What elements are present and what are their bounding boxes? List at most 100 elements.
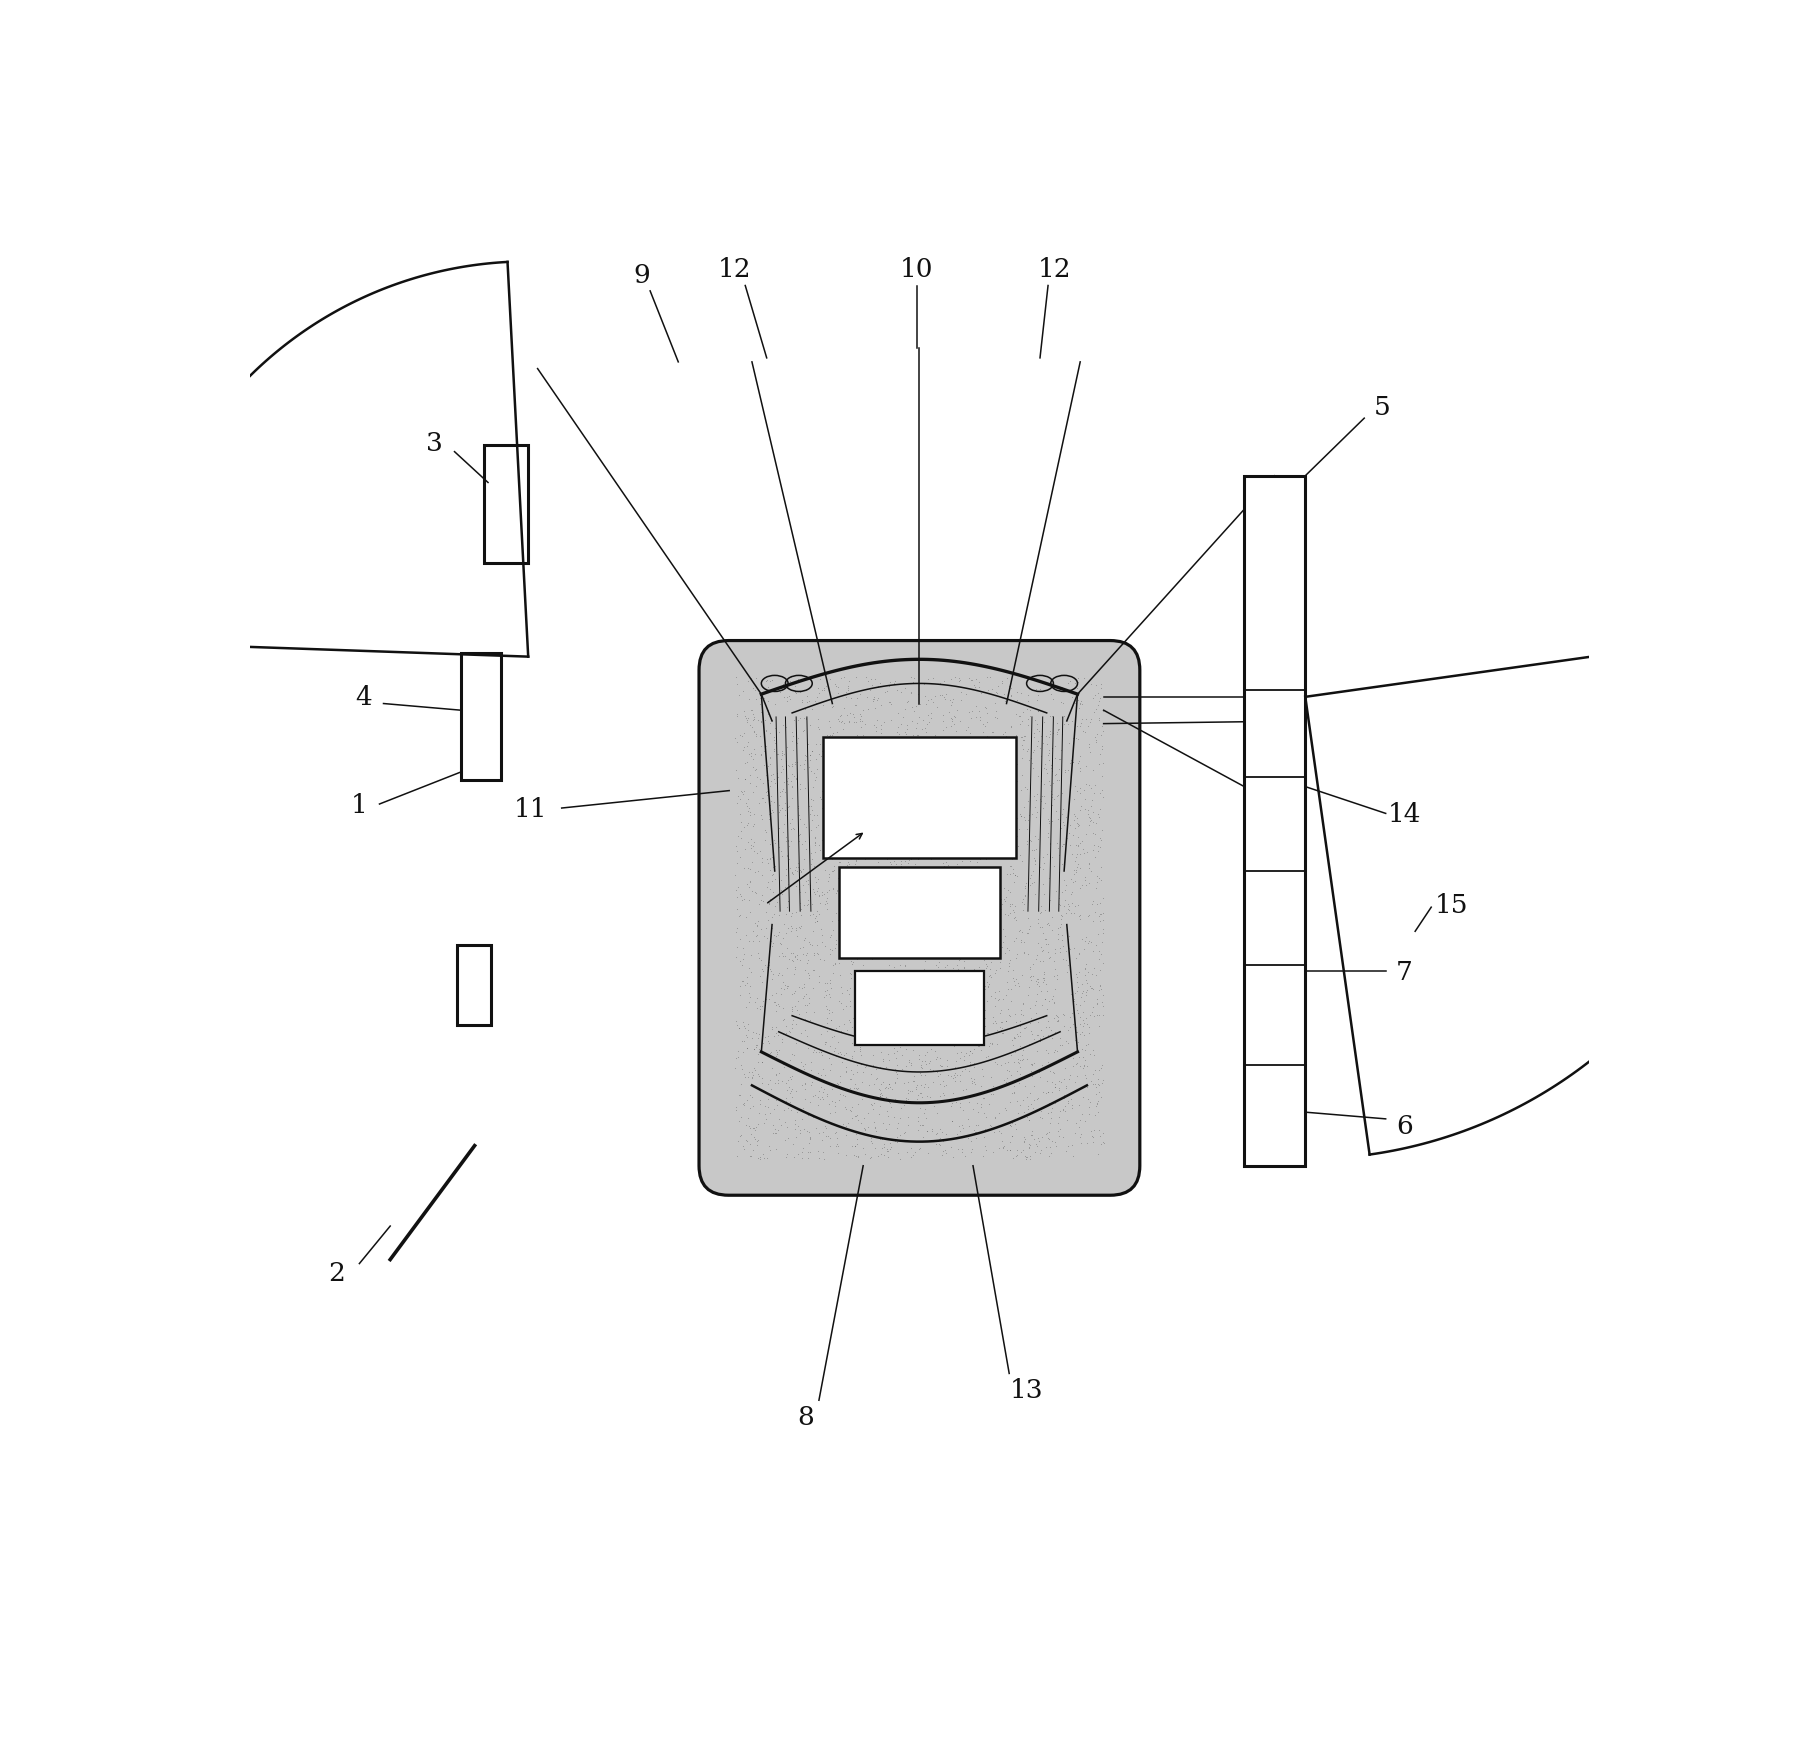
Point [904,680,933,708]
Point [832,1054,861,1082]
Point [906,1003,935,1031]
Point [725,925,753,953]
Point [868,1045,897,1073]
Point [947,1085,976,1113]
Point [832,810,861,838]
Point [875,1089,904,1116]
Point [1010,890,1039,918]
Point [845,729,874,756]
Point [929,708,958,736]
Point [741,878,770,906]
Point [926,1043,954,1071]
Point [904,1024,933,1052]
Point [1001,1038,1030,1066]
Point [797,741,825,769]
Point [782,996,811,1024]
Point [1073,753,1102,781]
Point [750,1144,779,1172]
Point [1051,1028,1080,1056]
Point [1024,1021,1053,1049]
Point [1060,984,1089,1012]
Point [779,861,807,889]
Point [1041,936,1069,963]
Point [1046,892,1075,920]
Point [814,876,843,904]
Point [985,1014,1014,1042]
Bar [457,944,492,1026]
Point [793,939,822,967]
Point [899,783,927,810]
Point [750,706,779,734]
Point [956,796,985,824]
Point [859,1096,888,1123]
Point [764,791,793,819]
Point [1001,821,1030,849]
Point [990,901,1019,929]
Point [743,913,771,941]
Point [843,946,872,974]
Point [1017,861,1046,889]
Point [1058,748,1087,776]
Point [777,729,806,756]
Point [908,1012,936,1040]
Point [872,1097,901,1125]
Point [1053,1029,1082,1057]
Point [816,713,845,741]
Point [757,904,786,932]
Point [911,1047,940,1075]
Point [931,793,960,821]
Point [1033,842,1062,870]
Point [753,1094,782,1122]
Point [875,689,904,716]
Point [827,795,856,823]
Point [879,915,908,943]
Point [748,849,777,876]
Point [768,1026,797,1054]
Point [784,828,813,856]
Bar [840,868,999,958]
Point [811,1031,840,1059]
Point [768,1019,797,1047]
Point [784,802,813,830]
Point [1082,1089,1110,1116]
Point [963,998,992,1026]
Point [762,741,791,769]
Point [953,866,981,894]
Point [938,765,967,793]
Point [1078,976,1107,1003]
Point [779,993,807,1021]
Point [963,762,992,790]
Point [739,836,768,864]
Point [764,833,793,861]
Point [775,856,804,883]
Point [780,991,809,1019]
Point [818,831,847,859]
Point [1051,871,1080,899]
Point [1049,711,1078,739]
Point [1062,1049,1091,1076]
Point [963,840,992,868]
Point [762,1061,791,1089]
Point [804,1092,832,1120]
Point [902,781,931,809]
Point [938,730,967,758]
Point [736,856,764,883]
Point [777,1078,806,1106]
Point [780,956,809,984]
Point [730,703,759,730]
Point [743,911,771,939]
Point [831,909,859,937]
Point [739,1035,768,1063]
Point [1076,857,1105,885]
Point [802,802,831,830]
Point [827,708,856,736]
Point [992,1068,1021,1096]
Point [992,1007,1021,1035]
Point [877,986,906,1014]
Point [1075,1094,1103,1122]
Point [865,1101,893,1129]
Point [953,983,981,1010]
Point [881,1104,910,1132]
Point [1048,689,1076,716]
Point [902,710,931,737]
